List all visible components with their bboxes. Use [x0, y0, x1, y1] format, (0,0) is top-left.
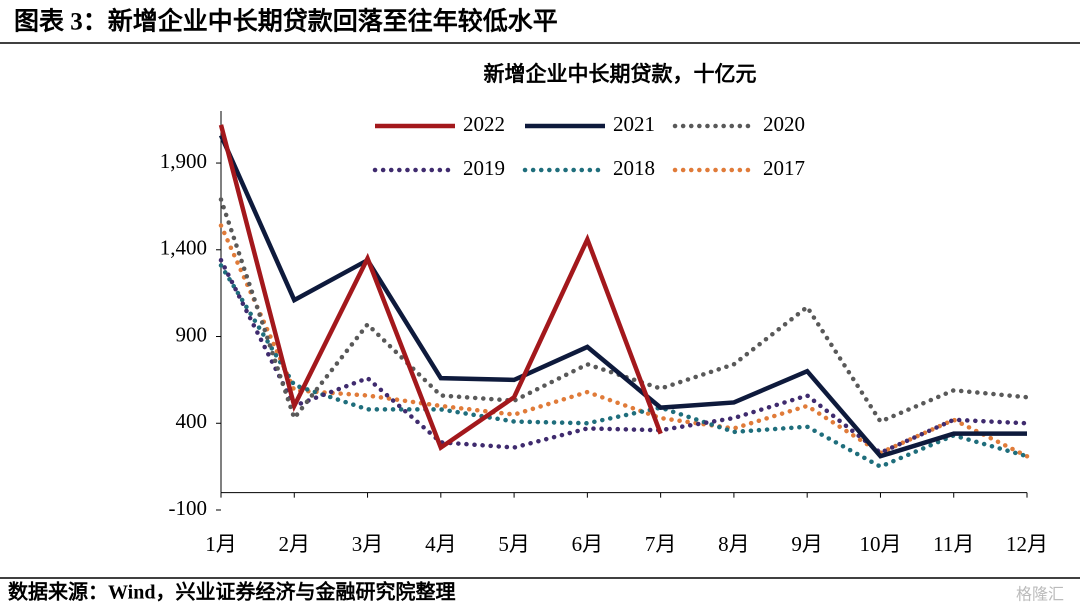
- chart-title: 新增企业中长期贷款，十亿元: [484, 62, 757, 86]
- watermark: 格隆汇: [1016, 586, 1064, 604]
- series-line: [218, 197, 1030, 425]
- series-line: [218, 263, 1030, 470]
- y-tick-label: 1,900: [160, 149, 207, 173]
- x-tick-label: 4月: [425, 532, 457, 556]
- legend-label: 2019: [463, 156, 505, 180]
- legend-label: 2017: [763, 156, 805, 180]
- series-line: [218, 257, 1030, 456]
- x-tick-label: 8月: [718, 532, 750, 556]
- series-line: [218, 223, 1030, 459]
- page-title: 图表 3：新增企业中长期贷款回落至往年较低水平: [14, 7, 558, 36]
- x-tick-label: 12月: [1006, 532, 1048, 556]
- x-tick-label: 9月: [791, 532, 823, 556]
- y-tick-label: 400: [176, 409, 208, 433]
- legend-label: 2020: [763, 112, 805, 136]
- series-line: [218, 134, 1027, 459]
- source: 数据来源：Wind，兴业证券经济与金融研究院整理: [8, 580, 455, 604]
- series-line: [218, 124, 663, 452]
- legend-label: 2022: [463, 112, 505, 136]
- legend-label: 2021: [613, 112, 655, 136]
- x-tick-label: 11月: [933, 532, 974, 556]
- y-tick-label: 1,400: [160, 236, 207, 260]
- x-tick-label: 7月: [645, 532, 677, 556]
- x-tick-label: 5月: [498, 532, 530, 556]
- y-tick-label: -100: [169, 496, 208, 520]
- x-tick-label: 3月: [352, 532, 384, 556]
- y-tick-label: 900: [176, 322, 208, 346]
- x-tick-label: 2月: [279, 532, 311, 556]
- x-tick-label: 6月: [572, 532, 604, 556]
- x-tick-label: 1月: [205, 532, 237, 556]
- legend-label: 2018: [613, 156, 655, 180]
- x-tick-label: 10月: [859, 532, 901, 556]
